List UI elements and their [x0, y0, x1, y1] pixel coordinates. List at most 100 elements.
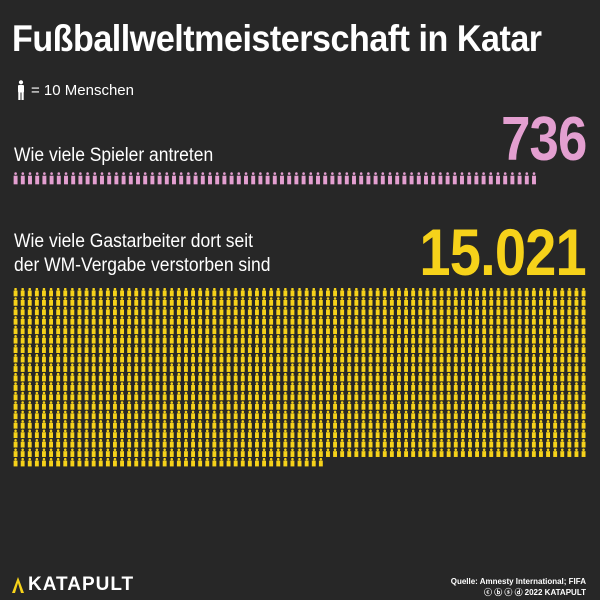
worker-pictogram-icon: [63, 344, 68, 354]
worker-pictogram-icon: [169, 316, 174, 325]
worker-pictogram-icon: [311, 288, 316, 297]
worker-pictogram-icon: [42, 391, 46, 401]
worker-pictogram-icon: [77, 316, 82, 325]
worker-pictogram-icon: [127, 382, 132, 391]
worker-pictogram-icon: [77, 297, 82, 306]
worker-pictogram-icon: [553, 316, 558, 325]
worker-pictogram-icon: [581, 372, 586, 382]
worker-pictogram-icon: [84, 372, 89, 382]
worker-pictogram-icon: [169, 372, 174, 382]
worker-pictogram-icon: [169, 420, 174, 429]
worker-pictogram-icon: [446, 316, 451, 325]
worker-pictogram-icon: [176, 306, 181, 316]
worker-pictogram-icon: [411, 353, 416, 363]
worker-pictogram-icon: [439, 363, 444, 372]
worker-pictogram-icon: [368, 439, 373, 448]
worker-pictogram-icon: [304, 439, 309, 448]
worker-pictogram-icon: [318, 457, 323, 467]
worker-pictogram-icon: [20, 429, 25, 439]
player-pictogram-icon: [402, 172, 407, 185]
worker-pictogram-icon: [283, 382, 288, 391]
worker-pictogram-icon: [184, 457, 188, 467]
worker-pictogram-icon: [439, 410, 444, 420]
worker-pictogram-icon: [276, 448, 281, 457]
worker-pictogram-icon: [13, 457, 18, 467]
worker-pictogram-icon: [247, 401, 252, 410]
worker-pictogram-icon: [120, 429, 124, 439]
worker-pictogram-icon: [56, 297, 61, 306]
worker-pictogram-icon: [581, 353, 586, 363]
worker-pictogram-icon: [155, 344, 160, 354]
worker-pictogram-icon: [42, 316, 46, 325]
worker-pictogram-icon: [425, 401, 430, 410]
worker-pictogram-icon: [84, 344, 89, 354]
worker-pictogram-icon: [191, 382, 195, 391]
worker-pictogram-icon: [63, 391, 68, 401]
worker-pictogram-icon: [240, 457, 245, 467]
player-pictogram-icon: [143, 172, 148, 185]
worker-pictogram-icon: [219, 410, 224, 420]
player-pictogram-icon: [524, 172, 529, 185]
worker-pictogram-icon: [326, 410, 330, 420]
worker-pictogram-icon: [84, 401, 89, 410]
worker-pictogram-icon: [219, 335, 224, 344]
worker-pictogram-icon: [155, 297, 160, 306]
worker-pictogram-icon: [347, 448, 352, 457]
worker-pictogram-icon: [411, 325, 416, 335]
worker-pictogram-icon: [247, 353, 252, 363]
worker-pictogram-icon: [510, 335, 515, 344]
worker-pictogram-icon: [375, 325, 380, 335]
worker-pictogram-icon: [269, 391, 274, 401]
worker-pictogram-icon: [113, 297, 117, 306]
worker-pictogram-icon: [418, 325, 423, 335]
worker-pictogram-icon: [510, 429, 515, 439]
worker-pictogram-icon: [531, 372, 536, 382]
player-pictogram-icon: [431, 172, 436, 185]
worker-pictogram-icon: [113, 391, 117, 401]
worker-pictogram-icon: [361, 439, 366, 448]
worker-pictogram-icon: [56, 288, 61, 297]
worker-pictogram-icon: [375, 391, 380, 401]
worker-pictogram-icon: [184, 391, 188, 401]
worker-pictogram-icon: [482, 363, 487, 372]
worker-pictogram-icon: [105, 382, 110, 391]
worker-pictogram-icon: [517, 344, 522, 354]
worker-pictogram-icon: [49, 288, 53, 297]
worker-pictogram-icon: [326, 316, 330, 325]
worker-pictogram-icon: [141, 363, 146, 372]
worker-pictogram-icon: [226, 297, 231, 306]
worker-pictogram-icon: [70, 344, 75, 354]
worker-pictogram-icon: [404, 448, 408, 457]
worker-pictogram-icon: [27, 288, 32, 297]
worker-pictogram-icon: [397, 306, 401, 316]
worker-pictogram-icon: [27, 457, 32, 467]
worker-pictogram-icon: [368, 288, 373, 297]
worker-pictogram-icon: [212, 297, 217, 306]
worker-pictogram-icon: [63, 353, 68, 363]
worker-pictogram-icon: [27, 429, 32, 439]
worker-pictogram-icon: [539, 344, 543, 354]
worker-pictogram-icon: [524, 439, 529, 448]
worker-pictogram-icon: [453, 344, 458, 354]
worker-pictogram-icon: [91, 382, 96, 391]
worker-pictogram-icon: [20, 316, 25, 325]
worker-pictogram-icon: [240, 335, 245, 344]
worker-pictogram-icon: [524, 297, 529, 306]
worker-pictogram-icon: [233, 448, 238, 457]
worker-pictogram-icon: [489, 288, 494, 297]
worker-pictogram-icon: [205, 344, 210, 354]
worker-pictogram-icon: [148, 288, 153, 297]
worker-pictogram-icon: [212, 335, 217, 344]
worker-pictogram-icon: [176, 316, 181, 325]
worker-pictogram-icon: [539, 335, 543, 344]
worker-pictogram-icon: [510, 391, 515, 401]
player-pictogram-icon: [409, 172, 414, 185]
worker-pictogram-icon: [411, 363, 416, 372]
worker-pictogram-icon: [567, 382, 572, 391]
worker-pictogram-icon: [20, 439, 25, 448]
worker-pictogram-icon: [347, 410, 352, 420]
player-pictogram-icon: [510, 172, 515, 185]
worker-pictogram-icon: [269, 335, 274, 344]
worker-pictogram-icon: [191, 372, 195, 382]
worker-pictogram-icon: [91, 344, 96, 354]
